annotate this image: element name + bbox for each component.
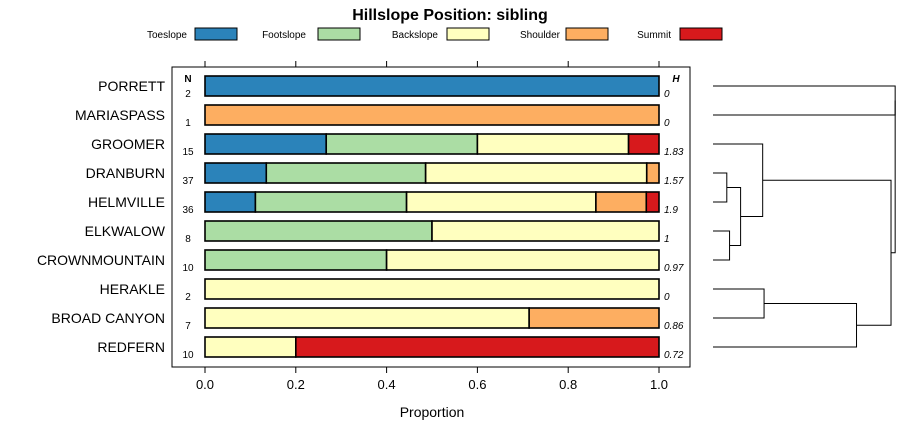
- x-tick-label: 0.2: [287, 377, 305, 392]
- bar-segment-footslope: [325, 133, 479, 155]
- bar-segment-backslope: [424, 162, 648, 184]
- bar-segment-backslope: [204, 336, 297, 358]
- legend-label-summit: Summit: [637, 30, 671, 41]
- row-label: PORRETT: [98, 78, 165, 94]
- bar-segment-shoulder: [595, 191, 648, 213]
- n-value: 1: [185, 118, 191, 129]
- row-label: DRANBURN: [86, 165, 165, 181]
- n-value: 2: [185, 292, 191, 303]
- row-label: CROWNMOUNTAIN: [37, 252, 165, 268]
- dendrogram-link: [713, 85, 896, 116]
- x-tick-label: 0.0: [196, 377, 214, 392]
- bar-segment-footslope: [204, 249, 388, 271]
- h-value: 1: [664, 234, 670, 245]
- h-value: 1.83: [664, 147, 684, 158]
- row-label: HERAKLE: [100, 281, 165, 297]
- x-tick-label: 1.0: [650, 377, 668, 392]
- bar-segment-summit: [294, 336, 660, 358]
- legend-label-backslope: Backslope: [392, 30, 439, 41]
- n-value: 10: [182, 350, 194, 361]
- bar-segment-toeslope: [204, 133, 328, 155]
- legend: Toeslope Footslope Backslope Shoulder Summit: [147, 27, 723, 41]
- plot-frame: [171, 66, 691, 368]
- h-value: 0.97: [664, 263, 684, 274]
- legend-swatch-backslope: [446, 27, 490, 41]
- dendrogram-link: [713, 288, 765, 319]
- x-axis-title: Proportion: [400, 404, 465, 420]
- x-axis: 0.0 0.2 0.4 0.6 0.8 1.0: [196, 61, 668, 392]
- bar-segment-shoulder: [204, 104, 660, 126]
- h-value: 0.86: [664, 321, 684, 332]
- h-value: 1.57: [664, 176, 684, 187]
- x-tick-label: 0.4: [378, 377, 396, 392]
- dendrogram-link: [726, 187, 742, 246]
- bar-segment-backslope: [204, 278, 660, 300]
- h-value: 0.72: [664, 350, 684, 361]
- row-label: REDFERN: [97, 339, 165, 355]
- bar-segment-toeslope: [204, 191, 257, 213]
- bar-segment-shoulder: [528, 307, 660, 329]
- dendrogram-link: [713, 303, 858, 348]
- bar-segment-summit: [627, 133, 660, 155]
- n-value: 15: [182, 147, 194, 158]
- row-label: BROAD CANYON: [51, 310, 165, 326]
- bar-segment-backslope: [431, 220, 660, 242]
- n-header: N: [184, 74, 191, 85]
- n-value: 10: [182, 263, 194, 274]
- bar-segment-shoulder: [645, 162, 660, 184]
- row-label: HELMVILLE: [88, 194, 165, 210]
- legend-label-footslope: Footslope: [262, 30, 306, 41]
- bar-segment-footslope: [265, 162, 427, 184]
- n-value: 37: [182, 176, 194, 187]
- bar-segment-footslope: [254, 191, 408, 213]
- x-tick-label: 0.6: [468, 377, 486, 392]
- row-label: GROOMER: [91, 136, 165, 152]
- bar-segment-toeslope: [204, 162, 268, 184]
- bar-segment-backslope: [476, 133, 630, 155]
- legend-swatch-toeslope: [194, 27, 238, 41]
- n-value: 7: [185, 321, 191, 332]
- bar-segment-backslope: [405, 191, 597, 213]
- h-value: 0: [664, 118, 670, 129]
- dendrogram-link: [891, 100, 896, 254]
- bar-segment-backslope: [204, 307, 530, 329]
- bar-segment-toeslope: [204, 75, 660, 97]
- dendrogram: [713, 85, 896, 348]
- legend-swatch-footslope: [317, 27, 361, 41]
- legend-swatch-shoulder: [565, 27, 609, 41]
- dendrogram-link: [713, 230, 731, 261]
- chart-title: Hillslope Position: sibling: [352, 7, 548, 24]
- n-value: 36: [182, 205, 194, 216]
- bar-segment-backslope: [385, 249, 660, 271]
- x-tick-label: 0.8: [559, 377, 577, 392]
- h-value: 1.9: [664, 205, 678, 216]
- row-label: ELKWALOW: [85, 223, 166, 239]
- h-value: 0: [664, 292, 670, 303]
- legend-label-shoulder: Shoulder: [520, 30, 561, 41]
- h-header: H: [672, 74, 680, 85]
- bar-segment-summit: [645, 191, 660, 213]
- bar-segment-footslope: [204, 220, 433, 242]
- dendrogram-link: [713, 143, 764, 217]
- h-value: 0: [664, 89, 670, 100]
- dendrogram-link: [713, 172, 728, 203]
- legend-label-toeslope: Toeslope: [147, 30, 187, 41]
- legend-swatch-summit: [679, 27, 723, 41]
- n-value: 8: [185, 234, 191, 245]
- n-value: 2: [185, 89, 191, 100]
- row-label: MARIASPASS: [75, 107, 165, 123]
